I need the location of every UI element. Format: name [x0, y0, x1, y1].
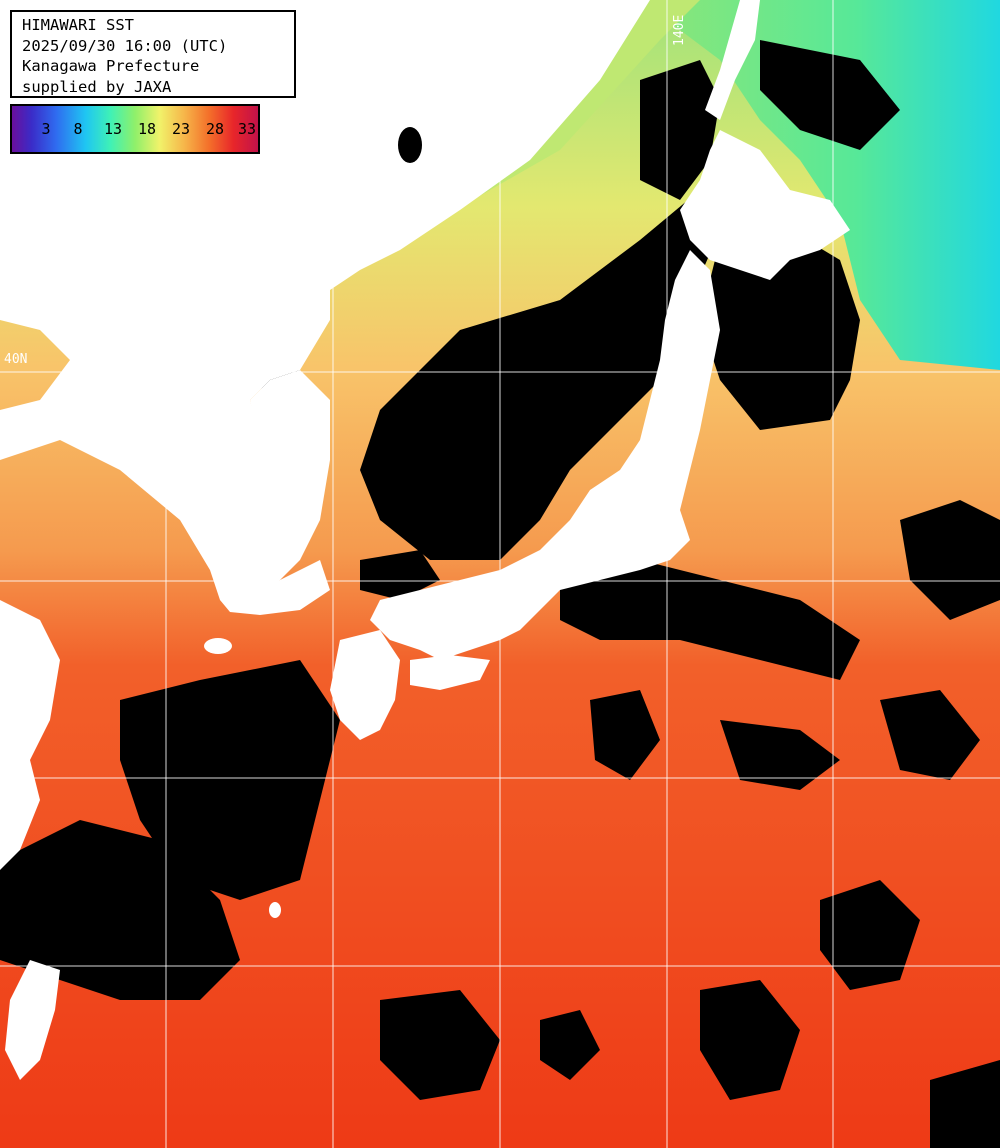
legend-tick: 28 [205, 120, 225, 138]
legend-tick: 18 [137, 120, 157, 138]
credit-label: supplied by JAXA [22, 77, 172, 96]
color-scale-legend: 3 8 13 18 23 28 33 [10, 104, 260, 154]
longitude-label: 140E [672, 14, 687, 46]
product-title: HIMAWARI SST [22, 16, 134, 34]
region-label: Kanagawa Prefecture [22, 57, 200, 75]
legend-tick: 33 [237, 120, 257, 138]
legend-tick: 3 [41, 120, 51, 138]
timestamp: 2025/09/30 16:00 (UTC) [22, 36, 228, 55]
northern-cold-water [640, 0, 1000, 370]
legend-tick: 8 [73, 120, 83, 138]
cloud-mask [0, 40, 1000, 1148]
legend-tick-labels: 3 8 13 18 23 28 33 [12, 120, 258, 138]
info-box: HIMAWARI SST 2025/09/30 16:00 (UTC) Kana… [10, 10, 296, 98]
legend-tick: 23 [171, 120, 191, 138]
latitude-label: 40N [4, 352, 28, 367]
legend-tick: 13 [103, 120, 123, 138]
